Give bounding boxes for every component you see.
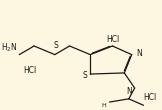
Text: S: S <box>54 41 59 50</box>
Text: HCl: HCl <box>107 35 120 44</box>
Text: HCl: HCl <box>144 93 157 102</box>
Text: S: S <box>82 71 87 80</box>
Text: H: H <box>102 103 107 108</box>
Text: H$_2$N: H$_2$N <box>1 41 18 54</box>
Text: N: N <box>126 87 132 96</box>
Text: HCl: HCl <box>24 66 37 75</box>
Text: N: N <box>136 49 142 58</box>
